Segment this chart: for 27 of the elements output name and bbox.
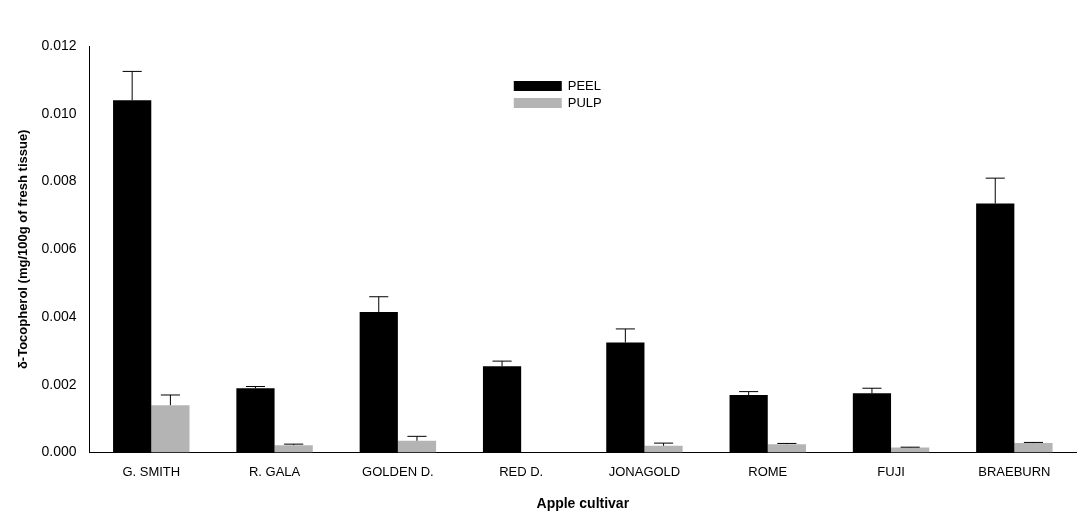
legend-label: PULP	[567, 94, 602, 110]
x-tick-label: ROME	[748, 463, 788, 479]
x-tick-label: JONAGOLD	[608, 463, 681, 479]
x-tick-label: FUJI	[877, 463, 905, 479]
legend-label: PEEL	[567, 77, 602, 93]
bar	[767, 444, 806, 453]
bar	[236, 388, 275, 453]
y-tick-label: 0.004	[41, 307, 77, 324]
bar	[729, 395, 768, 453]
bar	[644, 445, 683, 453]
y-tick-label: 0.002	[41, 375, 77, 392]
y-tick-label: 0.008	[41, 172, 77, 189]
x-axis-title: Apple cultivar	[536, 495, 630, 512]
x-tick-label: RED D.	[499, 463, 544, 479]
x-tick-label: BRAEBURN	[978, 463, 1051, 479]
x-tick-label: GOLDEN D.	[362, 463, 434, 479]
y-tick-label: 0.012	[41, 36, 77, 53]
bar	[397, 440, 437, 453]
bar	[1014, 443, 1053, 453]
y-axis-title: δ-Tocopherol (mg/100g of fresh tissue)	[15, 129, 31, 370]
bar	[151, 405, 190, 453]
x-tick-label: G. SMITH	[122, 463, 181, 479]
x-tick-label: R. GALA	[248, 463, 301, 479]
y-tick-label: 0.006	[41, 240, 77, 257]
y-tick-label: 0.000	[41, 443, 77, 460]
y-tick-label: 0.010	[41, 104, 77, 121]
bar	[274, 445, 313, 453]
